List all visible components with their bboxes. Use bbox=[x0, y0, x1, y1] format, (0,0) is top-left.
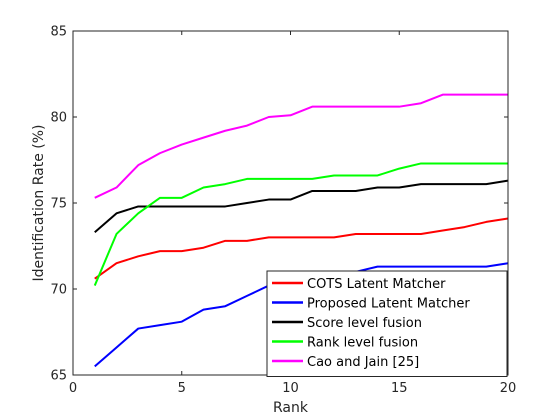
legend-label-2: Score level fusion bbox=[307, 316, 422, 331]
legend: COTS Latent Matcher Proposed Latent Match… bbox=[266, 270, 508, 377]
series-line-2 bbox=[94, 179, 509, 233]
legend-label-1: Proposed Latent Matcher bbox=[307, 297, 470, 312]
y-tick-label: 65 bbox=[50, 369, 67, 384]
series-layer bbox=[93, 93, 509, 368]
series-line-3 bbox=[93, 162, 508, 286]
legend-label-4: Cao and Jain [25] bbox=[307, 355, 419, 370]
series-line-0 bbox=[94, 217, 509, 280]
y-tick-label: 75 bbox=[50, 197, 67, 212]
x-tick-label: 15 bbox=[391, 381, 408, 396]
y-tick-label: 85 bbox=[50, 25, 67, 40]
x-axis-label: Rank bbox=[273, 400, 309, 416]
legend-box bbox=[266, 270, 508, 377]
series-line-4 bbox=[94, 93, 508, 199]
x-tick-label: 0 bbox=[69, 381, 77, 396]
x-tick-label: 20 bbox=[500, 381, 517, 396]
y-tick-label: 80 bbox=[50, 111, 67, 126]
axes-layer: 0 5 10 15 20 65 70 75 80 85 bbox=[50, 25, 516, 397]
y-axis-label: Identification Rate (%) bbox=[31, 124, 47, 281]
y-tick-label: 70 bbox=[50, 283, 67, 298]
x-tick-label: 5 bbox=[178, 381, 186, 396]
legend-label-0: COTS Latent Matcher bbox=[307, 277, 446, 292]
x-tick-label: 10 bbox=[282, 381, 299, 396]
legend-label-3: Rank level fusion bbox=[307, 336, 418, 351]
